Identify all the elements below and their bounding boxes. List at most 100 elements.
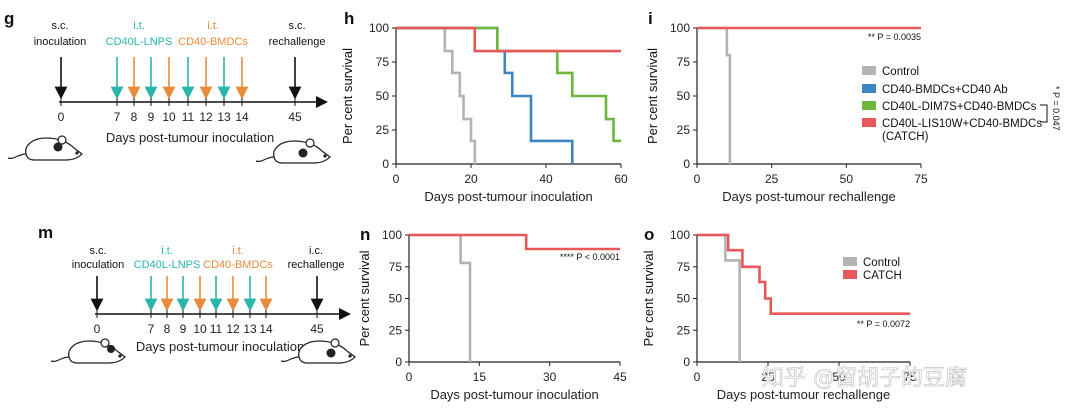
timeline-tick-label: 45: [288, 110, 302, 124]
mouse-with-tumour-icon: [280, 338, 356, 364]
y-tick-label: 100: [369, 21, 389, 35]
y-axis-label: Per cent survival: [357, 250, 372, 346]
y-tick-label: 25: [677, 323, 691, 337]
timeline-tick-label: 7: [148, 322, 155, 336]
series-line-cd40-bmdcs-cd40-ab: [396, 26, 574, 164]
legend-swatch-control: [862, 66, 876, 75]
chart-n: n 0 25 50 75 100 0 15 30 45 Days post-tumour inocu…: [357, 225, 627, 402]
x-tick-label: 15: [473, 370, 487, 384]
timeline-tick-label: 13: [217, 110, 231, 124]
timeline-ticks: [60, 98, 296, 106]
x-tick-label: 50: [840, 172, 854, 186]
legend-label-control: Control: [882, 66, 919, 78]
series-line-cd40l-lis10w-cd40-bmdcs-catch: [396, 26, 621, 53]
x-tick-label: 75: [903, 370, 917, 384]
timeline-tick-label: 13: [243, 322, 257, 336]
chart-h: h 0 25 50 75 100 0 20 40 60 Days post-tumour inocu…: [340, 9, 628, 204]
it-bmdc-label-top: i.t.: [207, 20, 219, 32]
chart-i: i 0 25 50 75 100 0 25 50 75 Days post-tumour recha…: [645, 9, 928, 204]
y-axis-label: Per cent survival: [645, 48, 660, 144]
y-axis-label: Per cent survival: [641, 250, 656, 346]
rechallenge-label-2: rechallenge: [288, 259, 345, 271]
legend-label-dim7s: CD40L-DIM7S+CD40-BMDCs: [882, 101, 1037, 113]
legend-swatch-dim7s: [862, 101, 876, 110]
y-tick-label: 50: [389, 292, 403, 306]
series-line-control: [697, 26, 732, 164]
legend-label-bmdc-ab: CD40-BMDCs+CD40 Ab: [882, 84, 1008, 96]
it-lnp-label-top: i.t.: [133, 20, 145, 32]
y-tick-label: 75: [389, 260, 403, 274]
p-value-annotation: **** P < 0.0001: [560, 252, 620, 262]
y-tick-label: 100: [670, 228, 690, 242]
legend-label-catch: CATCH: [863, 270, 902, 282]
panel-letter-i: i: [648, 9, 653, 28]
legend-label-catch: CD40L-LIS10W+CD40-BMDCs: [882, 118, 1042, 130]
timeline-tick-label: 9: [180, 322, 187, 336]
y-tick-label: 0: [683, 157, 690, 171]
x-tick-label: 20: [464, 172, 478, 186]
x-tick-label: 40: [539, 172, 553, 186]
legend-o: Control CATCH: [843, 257, 902, 282]
y-tick-label: 0: [683, 355, 690, 369]
y-tick-label: 25: [376, 123, 390, 137]
timeline-tick-label: 14: [259, 322, 273, 336]
timeline-tick-label: 0: [58, 110, 65, 124]
x-axis-label: Days post-tumour rechallenge: [722, 189, 895, 204]
y-tick-label: 75: [677, 55, 691, 69]
y-tick-label: 50: [677, 89, 691, 103]
timeline-tick-label: 9: [148, 110, 155, 124]
legend-swatch-catch: [862, 118, 876, 127]
timeline-ticks: [96, 310, 318, 318]
series-line-control: [409, 233, 472, 362]
y-tick-label: 50: [677, 292, 691, 306]
x-axis-label: Days post-tumour rechallenge: [717, 387, 890, 402]
series-line-control: [396, 26, 477, 164]
schematic-g: g s.c. inoculation i.t. CD40L-LNPS i.t. …: [4, 9, 331, 164]
x-tick-label: 30: [543, 370, 557, 384]
series-line-catch: [409, 233, 620, 251]
legend-swatch-catch: [843, 270, 857, 279]
legend-label-catch-2: (CATCH): [882, 131, 929, 143]
x-axis-label: Days post-tumour inoculation: [430, 387, 598, 402]
timeline-tick-label: 11: [182, 110, 195, 124]
mouse-icon: [50, 338, 126, 364]
y-axis-label: Per cent survival: [340, 48, 355, 144]
x-tick-label: 0: [393, 172, 400, 186]
timeline-tick-label: 8: [131, 110, 138, 124]
x-tick-label: 50: [832, 370, 846, 384]
it-lnp-label-bottom: CD40L-LNPS: [134, 259, 201, 271]
y-tick-label: 100: [670, 21, 690, 35]
it-bmdc-label-bottom: CD40-BMDCs: [203, 259, 273, 271]
timeline-tick-label: 7: [114, 110, 121, 124]
x-tick-label: 0: [406, 370, 413, 384]
y-tick-label: 25: [677, 123, 691, 137]
panel-letter-h: h: [344, 9, 354, 28]
series-line-control: [697, 233, 741, 362]
timeline-tick-label: 10: [193, 322, 207, 336]
it-bmdc-label-bottom: CD40-BMDCs: [178, 36, 248, 48]
legend-swatch-bmdc-ab: [862, 84, 876, 93]
it-lnp-label-bottom: CD40L-LNPS: [106, 36, 173, 48]
chart-o: o 0 25 50 75 100 0 25 50 75 Days post-tumour recha…: [641, 225, 917, 402]
timeline-tick-label: 12: [199, 110, 213, 124]
y-tick-label: 0: [382, 157, 389, 171]
panel-letter-m: m: [38, 223, 53, 242]
rechallenge-label-1: s.c.: [288, 20, 305, 32]
sc-inoculation-label-2: inoculation: [72, 259, 125, 271]
mouse-icon: [7, 135, 83, 161]
timeline-tick-label: 0: [94, 322, 101, 336]
timeline-tick-label: 10: [162, 110, 176, 124]
timeline-tick-label: 8: [164, 322, 171, 336]
sc-inoculation-label-1: s.c.: [51, 20, 68, 32]
sc-inoculation-label-2: inoculation: [34, 36, 87, 48]
legend-swatch-control: [843, 257, 857, 266]
y-tick-label: 0: [395, 355, 402, 369]
x-tick-label: 25: [761, 370, 775, 384]
y-tick-label: 25: [389, 323, 403, 337]
rechallenge-label-2: rechallenge: [269, 36, 326, 48]
x-tick-label: 25: [765, 172, 779, 186]
legend-i: Control CD40-BMDCs+CD40 Ab CD40L-DIM7S+C…: [862, 66, 1061, 143]
panel-letter-o: o: [644, 225, 654, 244]
timeline-tick-label: 11: [210, 322, 223, 336]
panel-letter-n: n: [360, 225, 370, 244]
